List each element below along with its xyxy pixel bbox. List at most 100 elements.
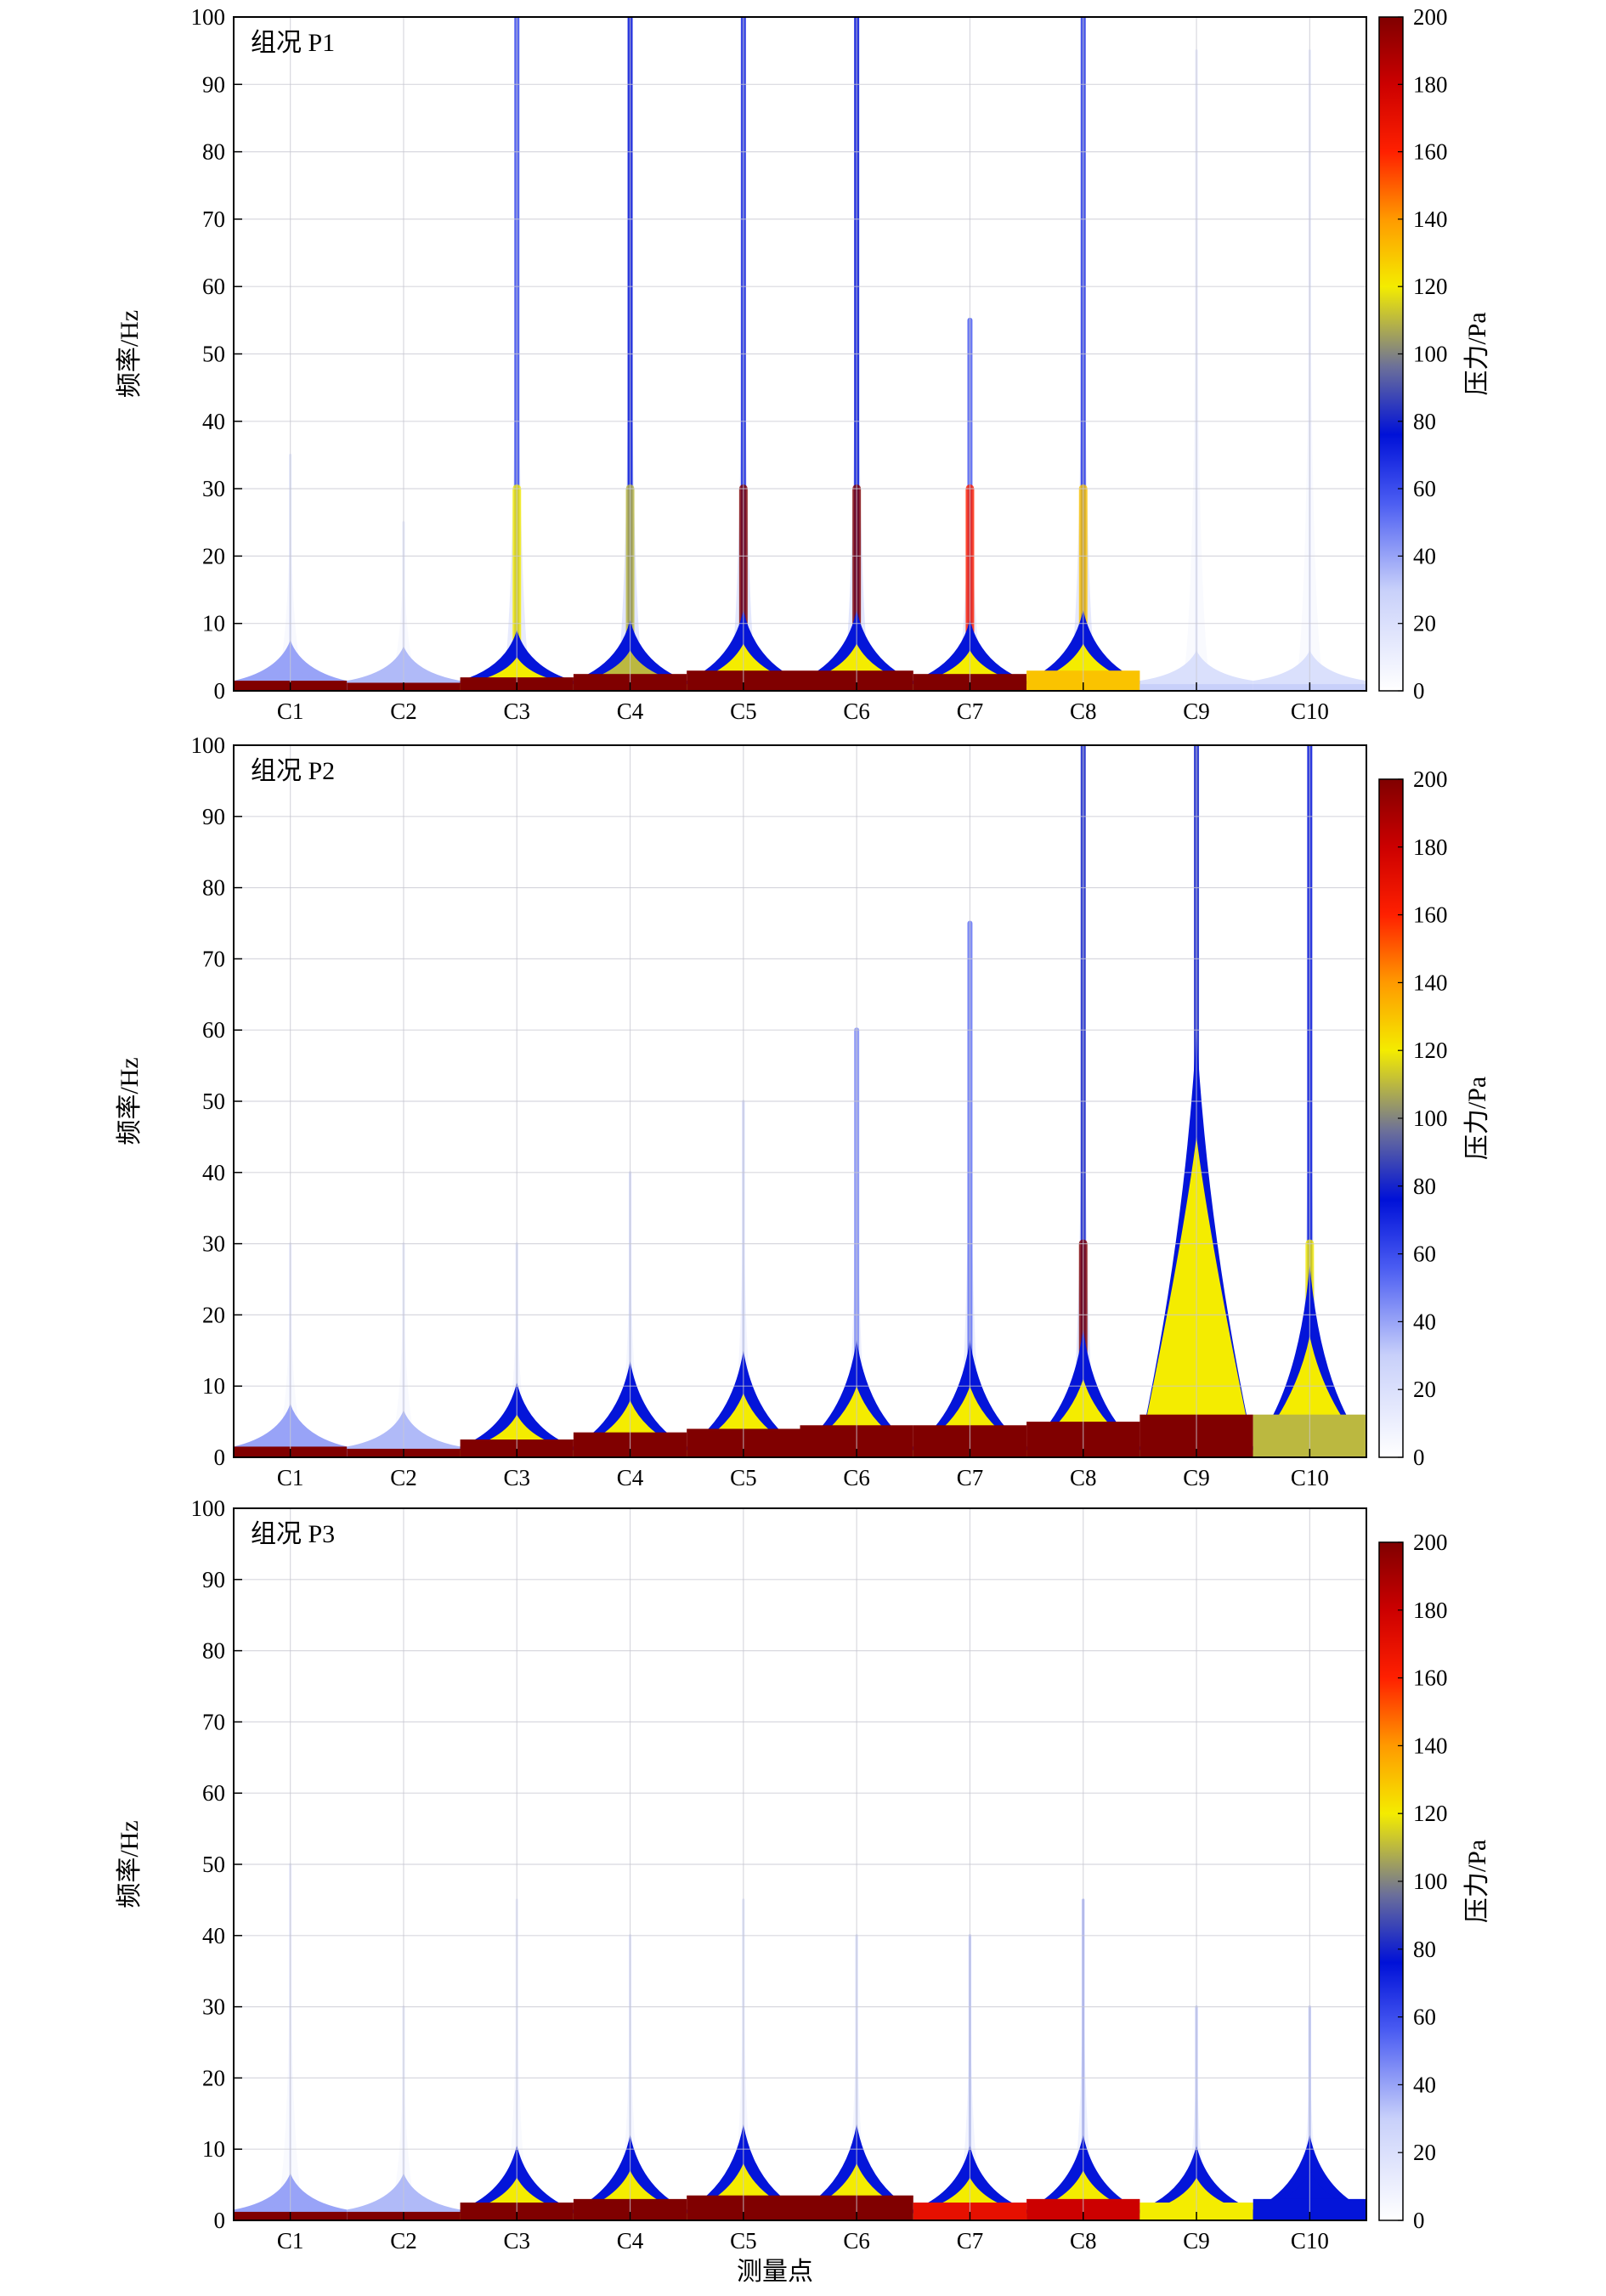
x-tick-label: C4 bbox=[617, 698, 644, 724]
x-tick-label: C5 bbox=[730, 2228, 757, 2254]
colorbar-tick-label: 40 bbox=[1413, 1309, 1436, 1334]
y-tick-label: 20 bbox=[202, 1302, 225, 1327]
y-axis-title: 频率/Hz bbox=[116, 310, 144, 398]
colorbar-tick-label: 200 bbox=[1413, 1530, 1448, 1555]
colorbar-tick-label: 20 bbox=[1413, 611, 1436, 636]
y-tick-label: 70 bbox=[202, 946, 225, 971]
panel-title: 组况 P1 bbox=[251, 29, 335, 57]
y-tick-label: 50 bbox=[202, 1089, 225, 1114]
y-tick-label: 30 bbox=[202, 1994, 225, 2020]
panel-3: 0 10 20 30 40 50 60 70 80 90 100 C1 C2 C3 C4 C5 C6 C7 C8 C9… bbox=[116, 1496, 1491, 2254]
y-tick-label: 0 bbox=[214, 678, 226, 704]
y-axis-title: 频率/Hz bbox=[116, 1057, 144, 1145]
panel-title: 组况 P2 bbox=[251, 757, 335, 785]
colorbar-tick-label: 0 bbox=[1413, 678, 1425, 704]
colorbar-tick-label: 40 bbox=[1413, 2072, 1436, 2097]
x-tick-label: C3 bbox=[503, 2228, 530, 2254]
x-tick-label: C6 bbox=[843, 698, 870, 724]
colorbar-tick-label: 80 bbox=[1413, 409, 1436, 434]
colorbar-tick-label: 0 bbox=[1413, 2208, 1425, 2233]
x-tick-label: C2 bbox=[390, 2228, 417, 2254]
y-tick-label: 80 bbox=[202, 1638, 225, 1664]
colorbar: 0 20 40 60 80 100 120 140 160 180 200 压力/Pa bbox=[1378, 4, 1491, 704]
colorbar-title: 压力/Pa bbox=[1463, 312, 1491, 395]
colorbar-tick-label: 80 bbox=[1413, 1937, 1436, 1962]
y-tick-label: 50 bbox=[202, 1852, 225, 1877]
x-tick-label: C8 bbox=[1070, 1465, 1097, 1490]
y-tick-label: 50 bbox=[202, 342, 225, 367]
y-tick-label: 60 bbox=[202, 1780, 225, 1806]
y-tick-label: 60 bbox=[202, 1017, 225, 1043]
colorbar-tick-label: 140 bbox=[1413, 970, 1448, 995]
y-tick-label: 40 bbox=[202, 409, 225, 434]
x-tick-label: C3 bbox=[503, 698, 530, 724]
x-tick-label: C6 bbox=[843, 2228, 870, 2254]
colorbar-tick-label: 180 bbox=[1413, 834, 1448, 860]
y-axis-title: 频率/Hz bbox=[116, 1820, 144, 1908]
colorbar-tick-label: 60 bbox=[1413, 476, 1436, 501]
y-tick-label: 30 bbox=[202, 476, 225, 501]
y-tick-label: 70 bbox=[202, 1709, 225, 1734]
colorbar-tick-label: 100 bbox=[1413, 1106, 1448, 1131]
x-tick-label: C6 bbox=[843, 1465, 870, 1490]
panel-2: 0 10 20 30 40 50 60 70 80 90 100 C1 C2 C3 C4 C5 C6 C7 C8 C9… bbox=[116, 732, 1491, 1490]
panel-title: 组况 P3 bbox=[251, 1520, 335, 1548]
colorbar: 0 20 40 60 80 100 120 140 160 180 200 压力/Pa bbox=[1378, 1530, 1491, 2233]
colorbar-tick-label: 160 bbox=[1413, 139, 1448, 165]
colorbar-tick-label: 160 bbox=[1413, 1665, 1448, 1691]
x-tick-label: C1 bbox=[277, 2228, 304, 2254]
y-tick-label: 10 bbox=[202, 2136, 225, 2162]
colorbar-tick-label: 20 bbox=[1413, 2140, 1436, 2165]
y-tick-label: 90 bbox=[202, 71, 225, 97]
colorbar-tick-label: 180 bbox=[1413, 71, 1448, 97]
y-tick-label: 90 bbox=[202, 804, 225, 829]
x-tick-label: C9 bbox=[1183, 2228, 1210, 2254]
x-tick-label: C9 bbox=[1183, 698, 1210, 724]
colorbar-tick-label: 200 bbox=[1413, 4, 1448, 30]
colorbar-title: 压力/Pa bbox=[1463, 1077, 1491, 1160]
x-tick-label: C2 bbox=[390, 698, 417, 724]
x-tick-label: C2 bbox=[390, 1465, 417, 1490]
y-tick-label: 0 bbox=[214, 2208, 226, 2233]
x-tick-label: C1 bbox=[277, 698, 304, 724]
x-tick-label: C5 bbox=[730, 698, 757, 724]
x-tick-label: C4 bbox=[617, 1465, 644, 1490]
colorbar-tick-label: 0 bbox=[1413, 1445, 1425, 1470]
y-tick-label: 90 bbox=[202, 1567, 225, 1592]
colorbar-tick-label: 40 bbox=[1413, 543, 1436, 568]
x-tick-label: C5 bbox=[730, 1465, 757, 1490]
colorbar-tick-label: 60 bbox=[1413, 1241, 1436, 1267]
y-tick-label: 100 bbox=[191, 1496, 226, 1521]
x-tick-label: C8 bbox=[1070, 2228, 1097, 2254]
x-tick-label: C10 bbox=[1291, 2228, 1329, 2254]
y-tick-label: 80 bbox=[202, 139, 225, 165]
colorbar-title: 压力/Pa bbox=[1463, 1840, 1491, 1923]
colorbar-tick-label: 100 bbox=[1413, 342, 1448, 367]
x-tick-label: C9 bbox=[1183, 1465, 1210, 1490]
panel-1: 0 10 20 30 40 50 60 70 80 90 100 C1 C2 C3 C4 C5 C6 C7 C8 C9… bbox=[116, 4, 1491, 724]
x-tick-label: C7 bbox=[957, 1465, 984, 1490]
x-axis-title: 测量点 bbox=[737, 2258, 813, 2286]
y-tick-label: 20 bbox=[202, 2065, 225, 2090]
colorbar-tick-label: 120 bbox=[1413, 274, 1448, 299]
x-tick-label: C7 bbox=[957, 2228, 984, 2254]
y-tick-label: 80 bbox=[202, 875, 225, 901]
y-tick-label: 40 bbox=[202, 1923, 225, 1948]
colorbar-tick-label: 200 bbox=[1413, 766, 1448, 792]
y-tick-label: 70 bbox=[202, 206, 225, 232]
colorbar-tick-label: 160 bbox=[1413, 902, 1448, 928]
x-tick-label: C7 bbox=[957, 698, 984, 724]
colorbar: 0 20 40 60 80 100 120 140 160 180 200 压力/Pa bbox=[1378, 766, 1491, 1470]
y-tick-label: 100 bbox=[191, 4, 226, 30]
colorbar-tick-label: 140 bbox=[1413, 206, 1448, 232]
x-tick-label: C4 bbox=[617, 2228, 644, 2254]
y-tick-label: 100 bbox=[191, 732, 226, 758]
colorbar-tick-label: 120 bbox=[1413, 1038, 1448, 1063]
colorbar-tick-label: 100 bbox=[1413, 1869, 1448, 1894]
colorbar-tick-label: 120 bbox=[1413, 1801, 1448, 1826]
x-tick-label: C1 bbox=[277, 1465, 304, 1490]
y-tick-label: 30 bbox=[202, 1231, 225, 1257]
x-tick-label: C10 bbox=[1291, 1465, 1329, 1490]
